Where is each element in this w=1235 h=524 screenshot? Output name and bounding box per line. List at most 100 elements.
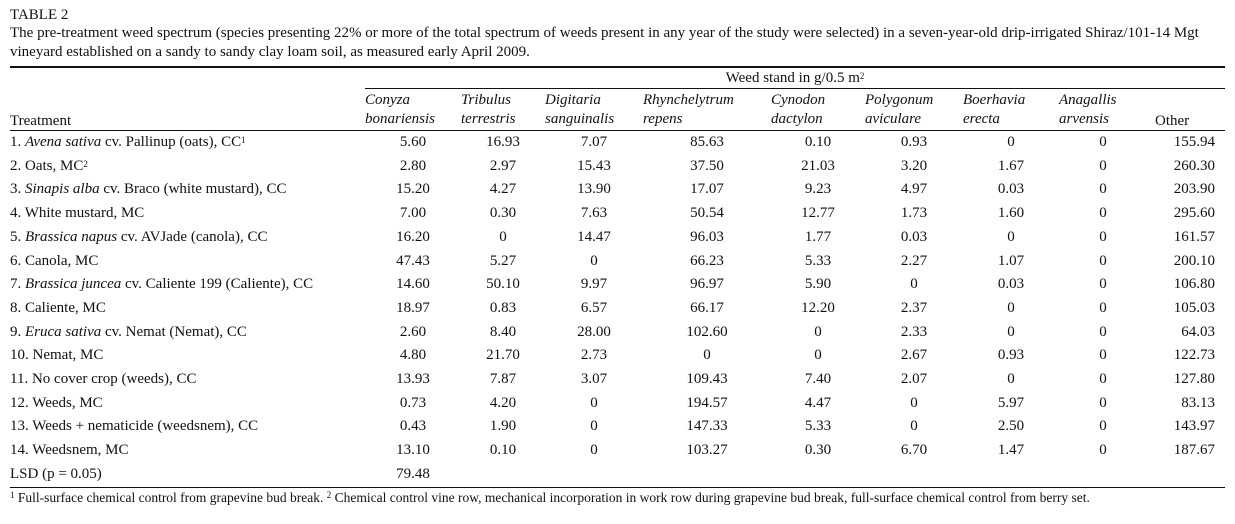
value-cell: 13.10 (396, 442, 430, 459)
species-genus: Digitaria (545, 92, 601, 108)
value-cell: 0 (499, 228, 507, 245)
value-cell: 8.40 (489, 323, 517, 340)
value-cell: 143.97 (1173, 418, 1216, 435)
value-cell: 1.90 (489, 418, 517, 435)
empty-cell (461, 462, 545, 488)
value-cell: 37.50 (690, 157, 724, 174)
value-cell: 0 (910, 394, 918, 411)
empty-cell (1059, 462, 1147, 488)
value-cell: 0.10 (804, 134, 832, 150)
treatment-number: 8. (10, 299, 25, 316)
treatment-number: 4. (10, 205, 25, 222)
value-cell: 0 (910, 418, 918, 435)
value-cell: 4.20 (489, 394, 517, 411)
value-cell: 13.90 (577, 181, 611, 198)
treatment-number: 13. (10, 418, 33, 435)
value-cell: 260.30 (1173, 157, 1216, 174)
footnotes: 1 Full-surface chemical control from gra… (10, 489, 1225, 506)
value-cell: 12.77 (801, 205, 835, 222)
footnote-marker: 2 (326, 489, 332, 500)
value-cell: 3.07 (580, 371, 608, 388)
value-cell: 0 (1099, 205, 1107, 222)
value-cell: 122.73 (1173, 347, 1216, 364)
treatment-cell: 2. Oats, MC2 (10, 155, 365, 179)
value-cell: 16.20 (396, 228, 430, 245)
treatment-description: Oats, MC (25, 157, 84, 174)
empty-cell (545, 462, 643, 488)
value-cell: 1.73 (900, 205, 928, 222)
value-cell: 0 (590, 418, 598, 435)
value-cell: 9.97 (580, 276, 608, 293)
species-epithet: erecta (963, 111, 1000, 127)
table-row: 2. Oats, MC2 2.80 2.97 15.43 37.50 21.03 3.20 1… (10, 155, 1225, 179)
species-header: Cynodon dactylon (771, 88, 865, 131)
value-cell: 14.60 (396, 276, 430, 293)
value-cell: 2.73 (580, 347, 608, 364)
value-cell: 0 (1099, 418, 1107, 435)
value-cell: 2.27 (900, 252, 928, 269)
value-cell: 2.60 (399, 323, 427, 340)
empty-cell (963, 462, 1059, 488)
treatment-description: Weedsnem, MC (32, 442, 129, 459)
value-cell: 0 (590, 252, 598, 269)
value-cell: 0 (1099, 347, 1107, 364)
species-header: Polygonum aviculare (865, 88, 963, 131)
treatment-cell: 8. Caliente, MC (10, 297, 365, 321)
treatment-description: Canola, MC (25, 252, 99, 269)
species-genus: Anagallis (1059, 92, 1117, 108)
value-cell: 0 (1007, 371, 1015, 388)
lsd-row: LSD (p = 0.05) 79.48 (10, 462, 1226, 488)
treatment-number: 11. (10, 371, 32, 388)
value-cell: 5.27 (489, 252, 517, 269)
footnote-marker: 1 (241, 135, 246, 145)
lsd-label: LSD (p = 0.05) (10, 462, 365, 488)
value-cell: 1.47 (997, 442, 1025, 459)
species-header: Rhynchelytrum repens (643, 88, 771, 131)
treatment-cell: 10. Nemat, MC (10, 344, 365, 368)
value-cell: 85.63 (690, 134, 724, 150)
treatment-number: 1. (10, 134, 25, 150)
weed-stand-header: Weed stand in g/0.5 m2 (365, 68, 1226, 89)
value-cell: 47.43 (396, 252, 430, 269)
table-figure: TABLE 2 The pre-treatment weed spectrum … (10, 6, 1226, 506)
table-row: 3. Sinapis alba cv. Braco (white mustard… (10, 178, 1225, 202)
treatment-cell: 7. Brassica juncea cv. Caliente 199 (Cal… (10, 273, 365, 297)
value-cell: 7.40 (804, 371, 832, 388)
table-label: TABLE 2 (10, 7, 69, 23)
value-cell: 6.57 (580, 299, 608, 316)
treatment-description: Weeds + nematicide (weedsnem), CC (32, 418, 259, 435)
value-cell: 203.90 (1173, 181, 1216, 198)
value-cell: 0 (1099, 134, 1107, 150)
value-cell: 21.70 (486, 347, 520, 364)
treatment-species-name: Avena sativa (25, 134, 102, 150)
species-epithet: aviculare (865, 111, 922, 127)
value-cell: 1.07 (997, 252, 1025, 269)
species-genus: Cynodon (771, 92, 826, 108)
value-cell: 105.03 (1173, 299, 1216, 316)
treatment-cell: 12. Weeds, MC (10, 392, 365, 416)
table-row: 5. Brassica napus cv. AVJade (canola), C… (10, 226, 1225, 250)
value-cell: 1.67 (997, 157, 1025, 174)
treatment-description: cv. AVJade (canola), CC (117, 228, 268, 245)
value-cell: 4.47 (804, 394, 832, 411)
footnote-marker: 2 (83, 158, 88, 169)
value-cell: 18.97 (396, 299, 430, 316)
value-cell: 50.54 (690, 205, 724, 222)
value-cell: 2.07 (900, 371, 928, 388)
species-header: Digitaria sanguinalis (545, 88, 643, 131)
value-cell: 2.97 (489, 157, 517, 174)
value-cell: 5.60 (399, 134, 427, 150)
value-cell: 194.57 (686, 394, 728, 411)
value-cell: 161.57 (1173, 228, 1216, 245)
value-cell: 6.70 (900, 442, 928, 459)
treatment-description: cv. Braco (white mustard), CC (99, 181, 287, 198)
table-row: 10. Nemat, MC 4.80 21.70 2.73 0 0 2.67 0.93 0 122… (10, 344, 1225, 368)
value-cell: 103.27 (686, 442, 728, 459)
value-cell: 0 (590, 442, 598, 459)
treatment-number: 3. (10, 181, 25, 198)
value-cell: 4.27 (489, 181, 517, 198)
value-cell: 1.60 (997, 205, 1025, 222)
value-cell: 0 (1007, 299, 1015, 316)
treatment-number: 10. (10, 347, 33, 364)
value-cell: 83.13 (1181, 394, 1216, 411)
